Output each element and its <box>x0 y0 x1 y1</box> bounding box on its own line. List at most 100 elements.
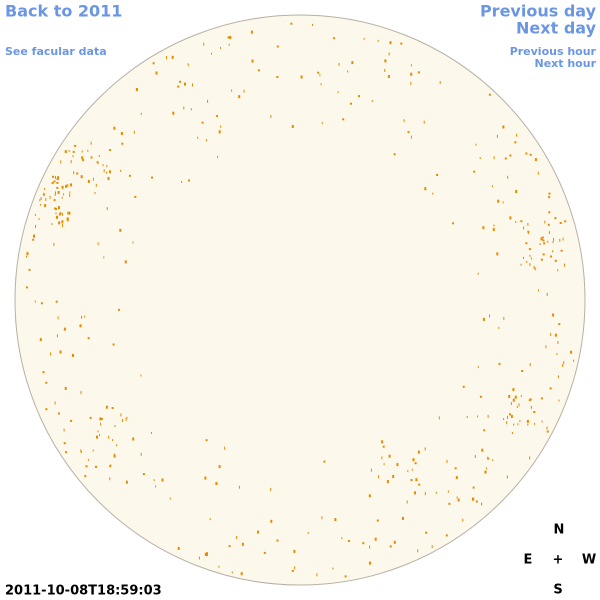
speck <box>72 353 74 357</box>
speck <box>51 182 54 184</box>
speck <box>558 399 560 402</box>
speck <box>542 239 545 242</box>
speck <box>132 437 135 441</box>
speck <box>108 435 110 439</box>
speck <box>446 460 448 463</box>
facular-specks <box>25 22 575 578</box>
back-link[interactable]: Back to 2011 <box>5 2 122 21</box>
speck <box>250 30 253 34</box>
speck <box>204 476 207 480</box>
speck <box>509 154 512 157</box>
speck <box>42 371 45 374</box>
speck <box>207 99 209 103</box>
speck <box>80 449 82 453</box>
speck <box>54 401 56 405</box>
speck <box>540 237 543 241</box>
next-hour-link[interactable]: Next hour <box>535 57 597 70</box>
speck <box>514 395 517 399</box>
speck <box>538 289 539 292</box>
speck <box>564 263 565 267</box>
speck <box>119 228 122 232</box>
speck <box>475 143 477 146</box>
speck <box>97 430 99 433</box>
speck <box>431 545 433 549</box>
speck <box>389 41 392 45</box>
speck <box>338 62 340 66</box>
speck <box>350 102 352 105</box>
speck <box>496 134 498 138</box>
speck <box>341 537 343 540</box>
speck <box>197 136 199 139</box>
speck <box>466 416 468 419</box>
speck <box>227 36 230 39</box>
speck <box>479 395 482 398</box>
previous-day-link[interactable]: Previous day <box>480 2 597 21</box>
speck <box>383 463 385 466</box>
speck <box>445 534 448 537</box>
speck <box>424 492 426 496</box>
speck <box>52 175 54 178</box>
speck <box>321 122 323 125</box>
speck <box>481 448 484 452</box>
speck <box>63 193 65 196</box>
speck <box>300 75 303 79</box>
speck <box>63 428 65 432</box>
speck <box>80 391 82 395</box>
speck <box>520 263 522 266</box>
speck <box>540 397 543 400</box>
speck <box>113 454 116 458</box>
speck <box>483 429 486 432</box>
speck <box>84 475 87 478</box>
speck <box>26 252 29 256</box>
speck <box>45 197 47 201</box>
speck <box>504 157 507 160</box>
speck <box>55 300 58 303</box>
speck <box>74 144 77 147</box>
speck <box>527 222 529 226</box>
speck <box>414 491 416 495</box>
speck <box>559 238 561 242</box>
speck <box>557 341 559 344</box>
speck <box>209 518 211 521</box>
speck <box>96 161 98 164</box>
speck <box>378 475 379 479</box>
speck <box>72 155 74 158</box>
speck <box>554 217 557 220</box>
speck <box>153 479 155 482</box>
speck <box>45 408 48 411</box>
speck <box>49 195 51 199</box>
speck <box>43 192 45 195</box>
previous-hour-link[interactable]: Previous hour <box>510 45 597 58</box>
speck <box>90 141 92 145</box>
speck <box>53 242 55 246</box>
speck <box>206 139 207 142</box>
speck <box>534 422 535 425</box>
speck <box>439 81 441 84</box>
speck <box>61 196 63 199</box>
speck <box>70 419 73 422</box>
speck <box>412 458 415 462</box>
speck <box>492 228 495 232</box>
facular-link[interactable]: See facular data <box>5 45 107 58</box>
speck <box>415 478 418 482</box>
speck <box>291 569 294 572</box>
speck <box>192 83 193 87</box>
speck <box>161 478 164 482</box>
speck <box>293 549 296 553</box>
speck <box>492 459 494 462</box>
compass-center: + <box>553 553 564 568</box>
speck <box>472 497 475 500</box>
speck <box>512 388 515 392</box>
speck <box>106 207 108 211</box>
speck <box>472 486 475 489</box>
speck <box>509 413 511 416</box>
speck <box>363 37 365 40</box>
speck <box>462 518 464 522</box>
next-day-link[interactable]: Next day <box>516 19 597 38</box>
speck <box>516 133 518 137</box>
speck <box>387 75 390 78</box>
speck <box>257 530 259 534</box>
speck <box>140 374 142 377</box>
speck <box>474 455 476 458</box>
speck <box>496 252 499 256</box>
